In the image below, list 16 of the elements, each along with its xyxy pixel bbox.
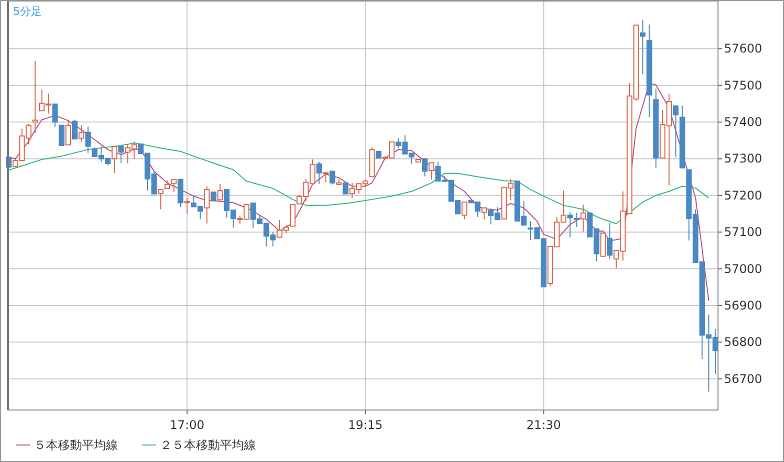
y-tick-label: 56800 <box>724 335 762 350</box>
y-tick-label: 57200 <box>724 188 762 202</box>
y-tick-label: 56900 <box>724 298 762 312</box>
legend-label: ２５本移動平均線 <box>160 438 256 452</box>
y-tick-label: 57000 <box>724 262 762 276</box>
y-tick-label: 56700 <box>724 372 762 386</box>
y-tick-label: 57600 <box>724 42 762 56</box>
legend-label: ５本移動平均線 <box>34 438 118 452</box>
x-tick-label: 21:30 <box>526 418 561 432</box>
x-tick-label: 17:00 <box>170 418 204 432</box>
x-tick-label: 19:15 <box>348 418 383 432</box>
y-tick-label: 57100 <box>724 225 762 240</box>
y-tick-label: 57400 <box>724 115 762 130</box>
y-tick-label: 57300 <box>724 152 762 166</box>
chart-title: 5分足 <box>13 5 42 18</box>
y-tick-label: 57500 <box>724 78 762 92</box>
